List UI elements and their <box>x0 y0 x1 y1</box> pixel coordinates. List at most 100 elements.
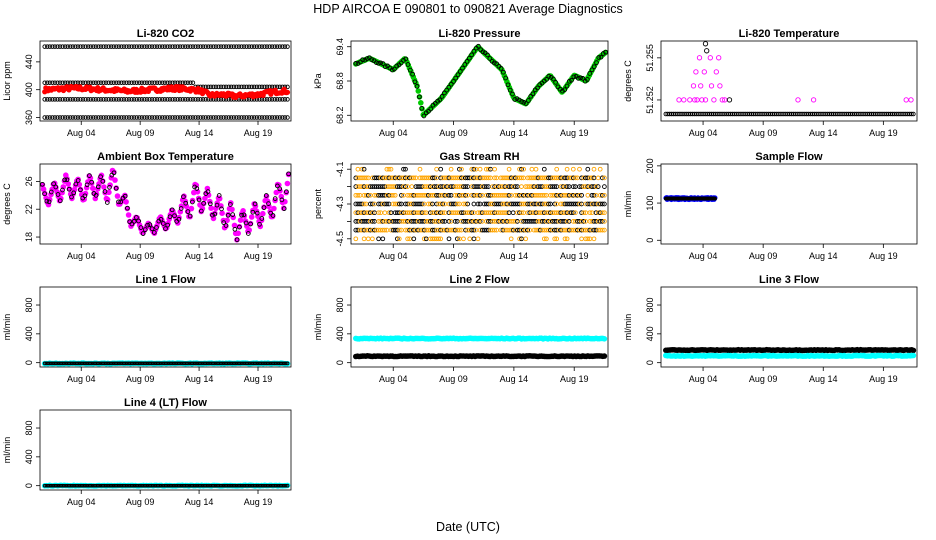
co2-standard-point <box>218 84 224 90</box>
co2-standard-point <box>177 44 183 49</box>
temperature-excursion-point <box>795 97 801 103</box>
rh-point <box>581 219 587 224</box>
flow-overlay-point <box>97 361 102 366</box>
series-overlay-point <box>521 100 527 105</box>
series-overlay-point <box>451 79 456 84</box>
co2-standard-point <box>85 97 91 102</box>
rh-point <box>552 201 558 207</box>
co2-standard-point <box>198 97 203 102</box>
co2-standard-point <box>106 97 111 102</box>
rh-point <box>517 236 522 242</box>
series-overlay-point <box>223 223 229 228</box>
co2-standard-point <box>193 115 198 120</box>
co2-standard-point <box>185 80 191 85</box>
series-overlay-point <box>530 91 536 97</box>
y-tick-label: -4.1 <box>335 161 345 177</box>
co2-standard-point <box>114 80 119 85</box>
y-tick-label: 400 <box>24 82 34 97</box>
series-overlay-point <box>149 226 155 232</box>
x-tick-label: Aug 04 <box>689 374 718 384</box>
co2-standard-point <box>119 97 124 102</box>
rh-point <box>599 227 605 233</box>
flow-overlay-point <box>54 483 58 488</box>
panel-title: Li-820 CO2 <box>137 28 194 40</box>
rh-point <box>392 192 398 198</box>
series-overlay-point <box>421 113 427 119</box>
rh-point <box>438 236 444 242</box>
panel-line4: Line 4 (LT) Flow ml/min 0 400 800 Aug 04 Aug 0… <box>2 397 292 507</box>
series-overlay-point <box>369 57 375 62</box>
series-overlay-point <box>232 226 238 232</box>
series-overlay-point <box>241 212 247 218</box>
series-overlay-point <box>603 49 608 55</box>
flow-overlay-point <box>230 361 235 366</box>
series-fill-point <box>199 205 206 212</box>
co2-standard-point <box>144 97 150 102</box>
flow-overlay-point <box>248 483 253 488</box>
series-fill-point <box>65 181 71 187</box>
series-overlay-point <box>503 75 509 81</box>
flow-overlay-point <box>149 361 154 366</box>
series-overlay-point <box>205 189 211 194</box>
x-tick-label: Aug 14 <box>185 497 214 507</box>
co2-standard-point <box>149 44 155 49</box>
series-fill-point <box>235 230 241 237</box>
x-tick-label: Aug 14 <box>809 251 838 261</box>
co2-standard-point <box>52 97 58 102</box>
flow-overlay-point <box>107 483 112 488</box>
series-overlay-point <box>134 215 139 220</box>
co2-standard-point <box>165 80 170 85</box>
series-overlay-point <box>562 87 568 93</box>
x-tick-label: Aug 14 <box>185 128 214 138</box>
co2-standard-point <box>272 115 277 120</box>
x-tick-label: Aug 09 <box>439 128 468 138</box>
series-overlay-point <box>439 94 445 99</box>
series-overlay-point <box>569 77 574 83</box>
flow-overlay-point <box>222 483 227 488</box>
flow-overlay-point <box>62 361 66 366</box>
x-tick-label: Aug 09 <box>749 251 778 261</box>
rh-point <box>529 166 535 172</box>
co2-standard-point <box>218 44 224 49</box>
x-tick-label: Aug 09 <box>126 251 155 261</box>
co2-standard-point <box>208 84 214 90</box>
rh-point <box>370 201 375 207</box>
co2-standard-point <box>45 115 50 120</box>
co2-standard-point <box>149 80 155 85</box>
rh-point <box>533 166 539 172</box>
co2-standard-point <box>52 80 58 85</box>
flow-overlay-point <box>169 483 173 488</box>
rh-point <box>519 175 524 181</box>
series-overlay-point <box>544 77 549 82</box>
flow-overlay-point <box>88 361 92 366</box>
co2-standard-point <box>55 115 60 120</box>
co2-standard-point <box>190 44 196 49</box>
co2-standard-point <box>103 80 109 85</box>
co2-standard-point <box>96 115 101 120</box>
temperature-excursion-point <box>716 55 722 61</box>
series-overlay-point <box>485 52 490 58</box>
series-fill-point <box>87 175 94 181</box>
co2-standard-point <box>272 97 277 102</box>
co2-standard-point <box>78 97 83 102</box>
co2-standard-point <box>160 80 165 85</box>
flow-overlay-point <box>60 483 65 488</box>
x-tick-label: Aug 09 <box>126 128 155 138</box>
flow-overlay-point <box>228 361 233 366</box>
co2-standard-point <box>277 97 283 102</box>
co2-standard-point <box>226 44 231 49</box>
co2-standard-point <box>103 115 109 120</box>
series-overlay-point <box>234 237 240 243</box>
rh-point <box>599 192 605 198</box>
co2-standard-point <box>195 97 201 102</box>
co2-standard-point <box>68 97 73 102</box>
flow-overlay-point <box>220 483 225 488</box>
y-tick-label: 400 <box>335 326 345 341</box>
temperature-excursion-point <box>692 97 698 103</box>
co2-standard-point <box>121 80 127 85</box>
co2-standard-point <box>262 44 267 49</box>
series-overlay-point <box>210 212 215 218</box>
flow-overlay-point <box>96 483 100 488</box>
panel-line3: Line 3 Flow ml/min 0 400 800 Aug 04 Aug 09 Aug … <box>623 274 918 384</box>
rh-point <box>440 210 446 216</box>
